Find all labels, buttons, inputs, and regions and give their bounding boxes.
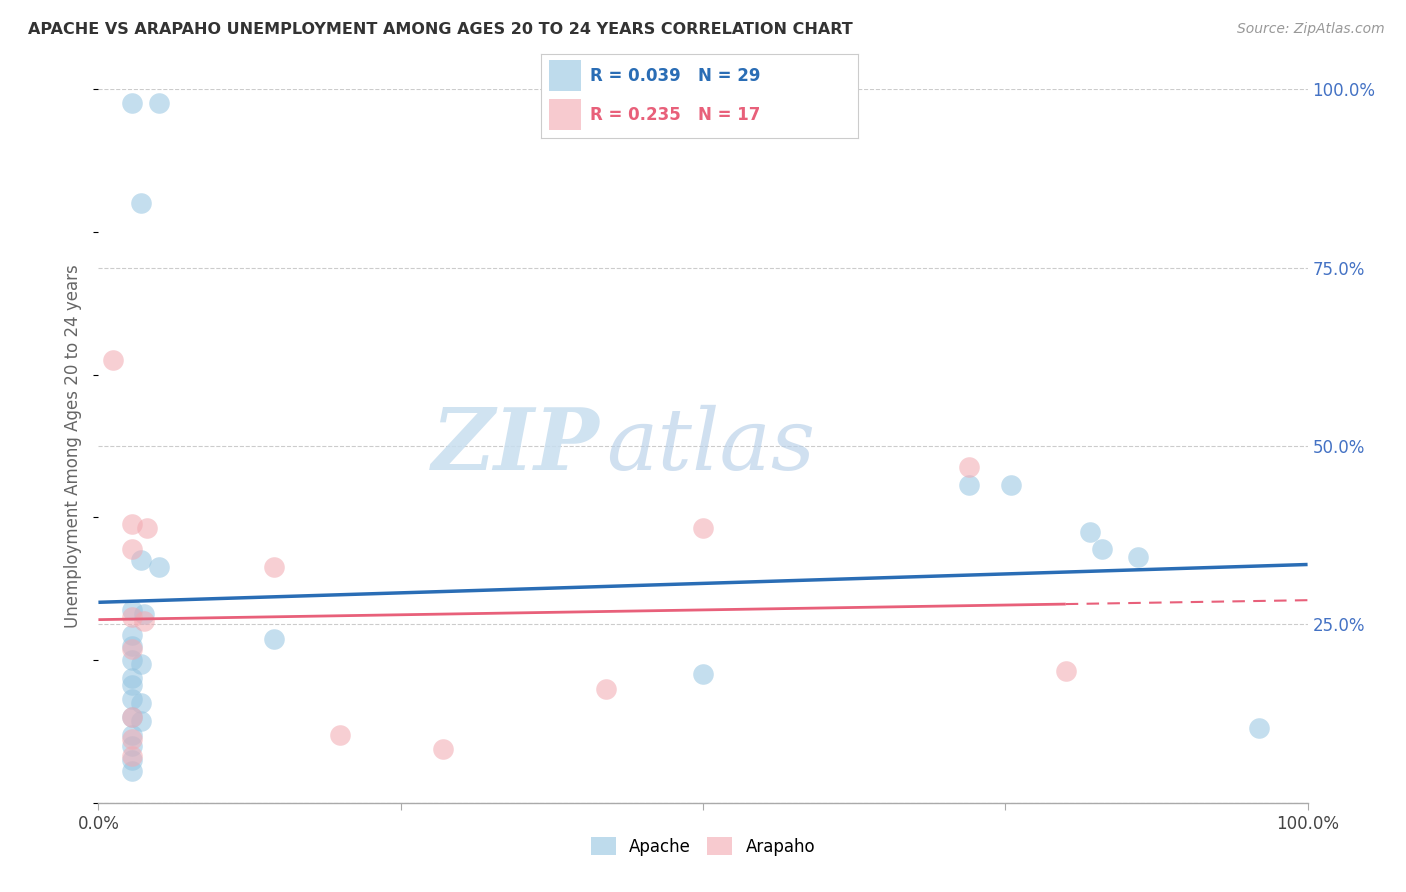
Point [121,739,143,753]
Point [121,542,143,557]
Point [1249,721,1271,735]
Point [263,560,285,574]
Point [432,742,454,756]
Point [263,632,285,646]
Text: atlas: atlas [606,405,815,487]
Text: Source: ZipAtlas.com: Source: ZipAtlas.com [1237,22,1385,37]
Point [121,653,143,667]
Point [148,560,170,574]
Point [121,764,143,778]
Point [692,521,714,535]
FancyBboxPatch shape [550,99,581,130]
Point [135,521,157,535]
Point [1091,542,1114,557]
Point [121,671,143,685]
Text: APACHE VS ARAPAHO UNEMPLOYMENT AMONG AGES 20 TO 24 YEARS CORRELATION CHART: APACHE VS ARAPAHO UNEMPLOYMENT AMONG AGE… [28,22,853,37]
Point [121,692,143,706]
Point [957,478,980,492]
Point [134,607,156,621]
Point [121,603,143,617]
Point [121,610,143,624]
Point [129,657,152,671]
Point [121,96,143,111]
Point [121,639,143,653]
Point [692,667,714,681]
Text: ZIP: ZIP [433,404,600,488]
Point [1054,664,1077,678]
Legend: Apache, Arapaho: Apache, Arapaho [583,830,823,863]
Point [1078,524,1101,539]
Point [101,353,124,368]
Point [121,728,143,742]
Point [1128,549,1150,564]
Point [134,614,156,628]
Text: R = 0.039   N = 29: R = 0.039 N = 29 [591,67,761,85]
Point [121,731,143,746]
Point [121,753,143,767]
Point [148,96,170,111]
Point [121,628,143,642]
Point [957,460,980,475]
Point [129,714,152,728]
Point [121,710,143,724]
Point [129,196,152,211]
Point [329,728,352,742]
Point [121,642,143,657]
Point [1000,478,1022,492]
Point [595,681,617,696]
Point [121,517,143,532]
Point [129,553,152,567]
Y-axis label: Unemployment Among Ages 20 to 24 years: Unemployment Among Ages 20 to 24 years [65,264,83,628]
Point [121,678,143,692]
Point [121,710,143,724]
Point [129,696,152,710]
Point [121,749,143,764]
FancyBboxPatch shape [550,61,581,91]
Text: R = 0.235   N = 17: R = 0.235 N = 17 [591,105,761,123]
